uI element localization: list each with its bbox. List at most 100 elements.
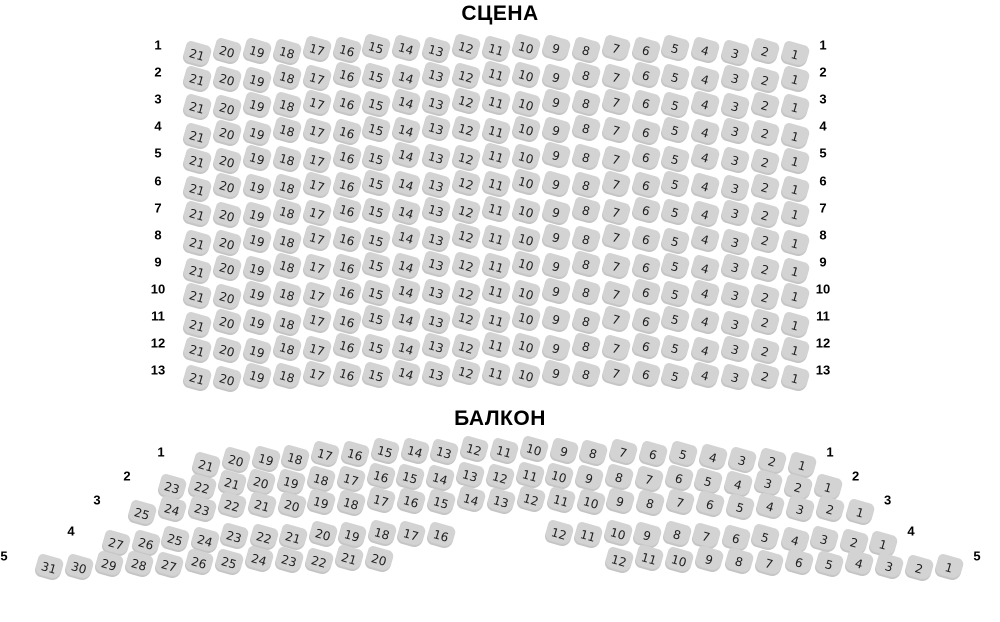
seat[interactable]: 21 [245,491,278,521]
seat[interactable]: 19 [241,361,273,391]
seat[interactable]: 6 [629,117,662,148]
seat[interactable]: 5 [659,333,692,364]
seat[interactable]: 10 [510,168,542,198]
seat[interactable]: 4 [689,225,721,255]
seat[interactable]: 6 [783,547,815,577]
seat[interactable]: 10 [510,250,542,280]
seat[interactable]: 4 [689,278,721,309]
seat[interactable]: 8 [570,249,602,279]
seat[interactable]: 21 [181,335,213,365]
seat[interactable]: 9 [540,34,572,64]
seat[interactable]: 7 [599,222,632,253]
seat[interactable]: 2 [814,494,846,524]
seat[interactable]: 21 [181,228,213,258]
seat[interactable]: 6 [629,142,662,173]
seat[interactable]: 5 [813,549,845,580]
seat[interactable]: 3 [719,362,751,393]
seat[interactable]: 8 [570,331,602,361]
seat[interactable]: 11 [480,59,512,89]
seat[interactable]: 15 [360,225,393,256]
seat[interactable]: 14 [390,116,422,146]
seat[interactable]: 13 [428,437,461,468]
seat[interactable]: 7 [599,279,632,310]
seat[interactable]: 20 [211,336,243,366]
seat[interactable]: 3 [719,227,751,257]
seat[interactable]: 10 [510,114,542,144]
seat[interactable]: 6 [629,171,662,201]
seat[interactable]: 2 [749,283,781,313]
seat[interactable]: 12 [484,462,516,492]
seat[interactable]: 10 [510,360,542,390]
seat[interactable]: 2 [749,147,781,177]
seat[interactable]: 8 [570,35,602,65]
seat[interactable]: 2 [749,201,781,231]
seat[interactable]: 18 [271,226,303,256]
seat[interactable]: 1 [779,257,811,287]
seat[interactable]: 25 [159,525,191,555]
seat[interactable]: 18 [271,251,303,281]
seat[interactable]: 9 [540,198,572,228]
seat[interactable]: 2 [749,37,781,67]
seat[interactable]: 13 [420,249,452,279]
seat[interactable]: 20 [363,545,395,575]
seat[interactable]: 22 [303,546,335,577]
seat[interactable]: 19 [305,488,338,518]
seat[interactable]: 19 [241,336,273,366]
seat[interactable]: 8 [570,278,602,308]
seat[interactable]: 30 [63,553,95,583]
seat[interactable]: 1 [779,282,811,312]
seat[interactable]: 16 [364,462,397,492]
seat[interactable]: 17 [300,170,333,200]
seat[interactable]: 6 [629,306,662,337]
seat[interactable]: 15 [360,197,393,227]
seat[interactable]: 7 [599,33,632,64]
seat[interactable]: 11 [480,195,512,225]
seat[interactable]: 20 [211,254,243,284]
seat[interactable]: 4 [754,491,786,522]
seat[interactable]: 4 [689,89,721,120]
seat[interactable]: 19 [241,172,273,202]
seat[interactable]: 21 [181,175,213,205]
seat[interactable]: 4 [689,335,721,366]
seat[interactable]: 10 [510,303,542,333]
seat[interactable]: 17 [300,334,333,364]
seat[interactable]: 10 [518,434,550,464]
seat[interactable]: 2 [749,119,781,149]
seat[interactable]: 6 [629,253,662,283]
seat[interactable]: 9 [540,333,572,363]
seat[interactable]: 20 [211,118,243,148]
seat[interactable]: 5 [659,144,692,175]
seat[interactable]: 10 [510,278,542,308]
seat[interactable]: 6 [629,89,662,119]
seat[interactable]: 13 [485,486,517,516]
seat[interactable]: 18 [271,144,303,174]
seat[interactable]: 20 [211,172,243,202]
seat[interactable]: 17 [300,305,333,336]
seat[interactable]: 12 [450,357,482,387]
seat[interactable]: 6 [629,60,662,91]
seat[interactable]: 1 [779,335,811,365]
seat[interactable]: 3 [719,280,751,311]
seat[interactable]: 6 [629,224,662,255]
seat[interactable]: 2 [749,90,781,120]
seat[interactable]: 12 [450,332,482,362]
seat[interactable]: 15 [360,61,393,92]
seat[interactable]: 16 [330,89,363,119]
seat[interactable]: 5 [659,251,692,282]
seat[interactable]: 21 [181,364,213,394]
seat[interactable]: 13 [420,359,452,390]
seat[interactable]: 7 [599,197,632,228]
seat[interactable]: 4 [689,200,721,230]
seat[interactable]: 2 [749,336,781,366]
seat[interactable]: 7 [599,358,632,388]
seat[interactable]: 5 [659,305,692,335]
seat[interactable]: 11 [480,277,512,307]
seat[interactable]: 9 [540,251,572,281]
seat[interactable]: 11 [480,88,512,118]
seat[interactable]: 4 [689,118,721,148]
seat[interactable]: 2 [749,226,781,256]
seat[interactable]: 9 [540,169,572,199]
seat[interactable]: 11 [480,330,512,360]
seat[interactable]: 11 [480,34,512,64]
seat[interactable]: 5 [659,280,692,310]
